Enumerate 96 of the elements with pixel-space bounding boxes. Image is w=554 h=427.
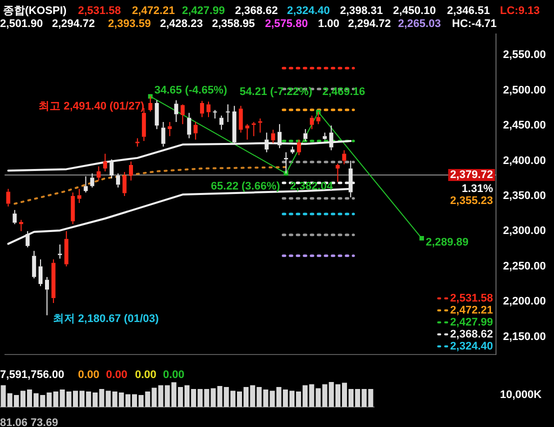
annotation: 최저 2,180.67 (01/03) [52,313,160,326]
text: 2,501.90 [0,18,43,30]
candlestick [103,153,108,172]
candlestick [19,219,24,232]
candlestick [296,139,301,156]
candlestick [271,129,276,144]
text: 0.00 [106,369,128,382]
candlestick [200,100,204,118]
text: 0.00 [78,369,100,382]
legend-label: 2,531.58 [450,292,494,304]
annotation: 최고 2,491.40 (01/27) [38,100,145,112]
text: 2,472.21 [132,5,175,18]
data-label: 2,289.89 [426,236,469,248]
candlestick [58,244,62,260]
candlestick [116,172,120,188]
candlestick [90,172,94,188]
candlestick [212,110,217,119]
text: 1.00 [318,18,340,30]
annotation: 1.31% [462,183,494,196]
candlestick [206,101,211,118]
legend-label: 2,324.40 [450,340,494,352]
candlestick [38,258,43,287]
candlestick [187,112,192,139]
legend-label: 2,368.62 [450,328,494,340]
candlestick [64,230,68,267]
text: 2,398.31 [340,5,383,18]
candlestick [84,176,88,193]
data-label: 2,469.16 [322,86,366,98]
candlestick [336,163,340,182]
text: 2,575.80 [265,18,308,30]
candlestick [77,188,82,204]
chart-title: 종합(KOSPI) [3,5,67,18]
candlestick [70,192,75,225]
text: 2,427.99 [182,5,225,18]
candlestick [135,138,140,148]
annotation: 54.21 (-7.22%) [240,86,313,98]
ref-line-label: 2,379.72 [450,169,493,182]
candlestick [12,210,17,225]
text: 0.00 [163,369,184,382]
text: HC:-4.71 [452,18,497,30]
text: 2,393.59 [108,18,151,30]
y-tick-label: 2,400.00 [503,154,546,167]
candlestick [284,152,288,174]
text: 2,428.23 [160,18,203,30]
candlestick [168,122,172,137]
candlestick [161,122,166,148]
candlestick [51,258,56,304]
text: 2,531.58 [78,5,121,18]
candlestick [226,104,230,123]
y-tick-label: 2,250.00 [503,260,546,272]
candlestick [32,250,36,279]
text: 2,346.51 [447,5,490,18]
candlestick [154,100,159,130]
candlestick [194,122,198,140]
y-tick-label: 2,300.00 [503,225,546,238]
line-series [14,166,288,205]
y-tick-label: 2,450.00 [503,120,546,132]
text: 7,591,756.00 [0,369,64,382]
candlestick [122,172,127,196]
text: 2,324.40 [287,5,330,18]
candlestick [44,276,49,316]
text: 81.06 73.69 [0,417,58,427]
candlestick [290,146,294,154]
text: 2,368.62 [235,5,278,18]
candlestick [303,128,308,142]
candlestick [148,96,152,112]
legend-label: 2,427.99 [450,316,494,328]
candlestick [174,100,178,123]
y-tick-label: 2,500.00 [503,84,546,96]
text: 2,294.72 [52,18,95,30]
candlestick [6,188,10,208]
text: 2,450.10 [393,5,436,18]
text: 2,358.95 [212,18,255,30]
y-tick-label: 2,200.00 [503,296,546,308]
candlestick [245,124,250,140]
annotation: 34.65 (-4.65%) [154,84,228,96]
text: 2,265.03 [398,18,441,30]
legend-label: 2,472.21 [450,304,494,316]
text: LC:9.13 [500,5,540,18]
data-label: 2,382.04 [290,180,334,192]
y-tick-label: 2,550.00 [503,49,546,62]
candlestick [310,115,314,130]
point [419,236,424,241]
y-tick-label: 2,150.00 [503,330,546,343]
annotation: 65.22 (3.66%) [210,180,280,192]
candlestick [252,122,256,137]
text: 10,000K [500,389,542,402]
annotation: 2,355.23 [450,195,493,208]
candlestick [316,112,320,125]
candlestick [219,115,224,130]
text: 0.00 [135,369,156,382]
candlestick [342,150,346,165]
candlestick [128,160,133,181]
candlestick [96,166,101,181]
text: 2,294.72 [348,18,391,30]
y-tick-label: 2,350.00 [503,190,546,202]
